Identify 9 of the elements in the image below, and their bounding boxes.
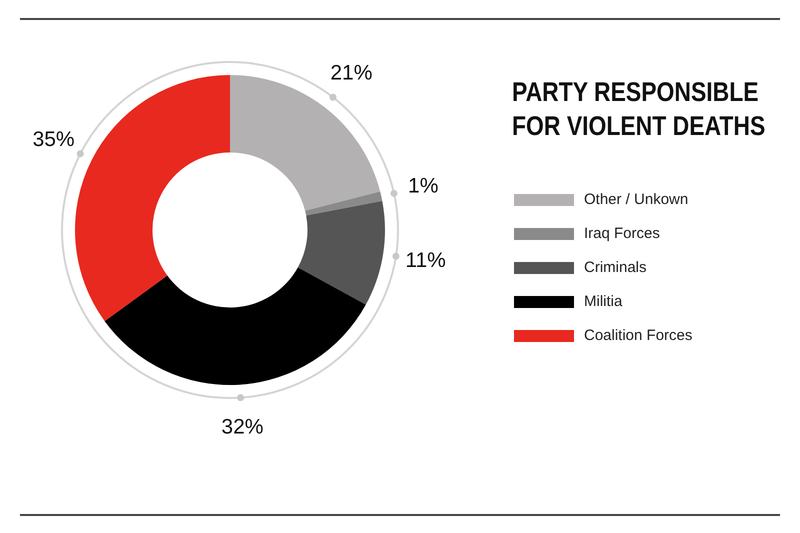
- legend-label: Iraq Forces: [584, 225, 660, 242]
- legend-label: Coalition Forces: [584, 327, 692, 344]
- legend-label: Criminals: [584, 259, 647, 276]
- data-label: 32%: [221, 415, 264, 438]
- legend-label: Other / Unkown: [584, 191, 688, 208]
- data-label: 1%: [408, 174, 438, 198]
- legend-label: Militia: [584, 293, 623, 310]
- data-label: 11%: [405, 248, 446, 272]
- text: PARTY RESPONSIBLE FOR VIOLENT DEATHS: [512, 76, 766, 143]
